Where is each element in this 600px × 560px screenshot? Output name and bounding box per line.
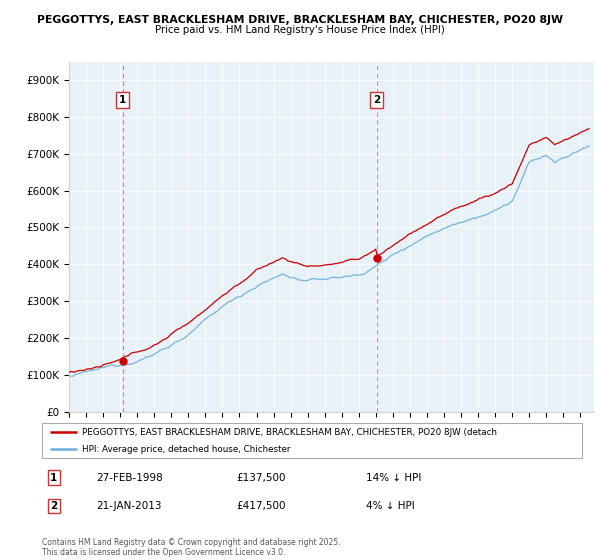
Text: 21-JAN-2013: 21-JAN-2013 [96,501,161,511]
Text: 1: 1 [119,95,127,105]
Text: HPI: Average price, detached house, Chichester: HPI: Average price, detached house, Chic… [83,445,291,454]
Text: 1: 1 [50,473,58,483]
Text: Contains HM Land Registry data © Crown copyright and database right 2025.
This d: Contains HM Land Registry data © Crown c… [42,538,341,557]
Text: 2: 2 [373,95,380,105]
Text: Price paid vs. HM Land Registry's House Price Index (HPI): Price paid vs. HM Land Registry's House … [155,25,445,35]
Text: PEGGOTTYS, EAST BRACKLESHAM DRIVE, BRACKLESHAM BAY, CHICHESTER, PO20 8JW (detach: PEGGOTTYS, EAST BRACKLESHAM DRIVE, BRACK… [83,428,497,437]
Text: 4% ↓ HPI: 4% ↓ HPI [366,501,415,511]
Text: 14% ↓ HPI: 14% ↓ HPI [366,473,421,483]
Text: PEGGOTTYS, EAST BRACKLESHAM DRIVE, BRACKLESHAM BAY, CHICHESTER, PO20 8JW: PEGGOTTYS, EAST BRACKLESHAM DRIVE, BRACK… [37,15,563,25]
Text: 2: 2 [50,501,58,511]
FancyBboxPatch shape [42,423,582,458]
Text: £417,500: £417,500 [236,501,286,511]
Text: £137,500: £137,500 [236,473,286,483]
Text: 27-FEB-1998: 27-FEB-1998 [96,473,163,483]
